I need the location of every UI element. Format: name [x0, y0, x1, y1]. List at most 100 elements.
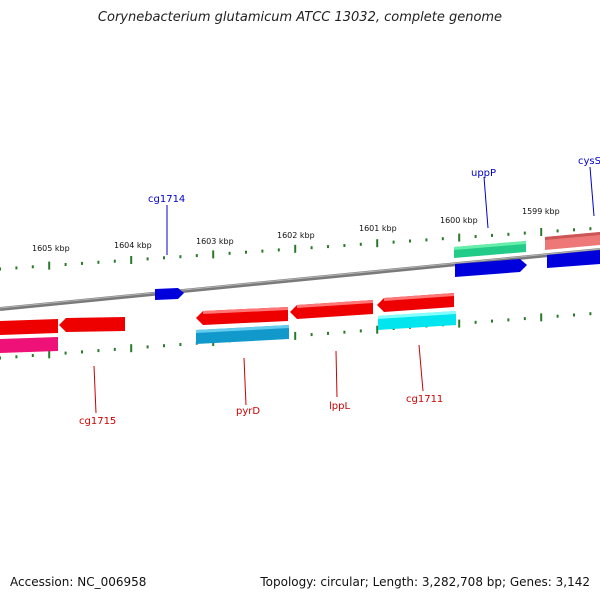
- scale-upper-minor-tick: [146, 257, 149, 261]
- scale-upper-minor-tick: [81, 261, 83, 265]
- scale-upper-minor-tick: [0, 267, 1, 271]
- scale-upper-minor-tick: [15, 266, 18, 270]
- genome-backbone-highlight: [0, 248, 600, 309]
- scale-upper-minor-tick: [359, 242, 362, 246]
- leader-cg1715: [93, 365, 97, 414]
- gene-cg1711-shine: [384, 293, 454, 301]
- gene-cg1714[interactable]: [155, 288, 184, 300]
- scale-lower-minor-tick: [146, 345, 149, 349]
- scale-upper-minor-tick: [343, 244, 346, 247]
- scale-lower-minor-tick: [97, 349, 100, 353]
- scale-upper-minor-tick: [409, 239, 411, 243]
- leader-cg1711: [418, 344, 424, 392]
- scale-upper-minor-tick: [474, 235, 477, 238]
- scale-lower-minor-tick: [310, 333, 313, 337]
- gene-label-uppP: uppP: [471, 168, 496, 179]
- leader-pyrD: [243, 357, 247, 406]
- scale-label-1600: 1600 kbp: [440, 216, 478, 225]
- scale-lower-minor-tick: [327, 331, 329, 335]
- scale-upper-minor-tick: [523, 231, 526, 235]
- gene-pyrD-lower-shine: [196, 325, 289, 333]
- scale-upper-minor-tick: [425, 238, 428, 242]
- scale-upper-minor-tick: [441, 237, 444, 241]
- scale-upper-minor-tick: [179, 255, 182, 259]
- scale-upper-minor-tick: [556, 229, 559, 233]
- scale-label-1602: 1602 kbp: [277, 231, 315, 240]
- scale-lower-minor-tick: [491, 319, 493, 323]
- scale-upper-minor-tick: [507, 232, 510, 236]
- gene-cg1711-lower-shine: [378, 311, 456, 319]
- scale-lower-minor-tick: [343, 330, 346, 334]
- scale-upper-major-tick: [130, 256, 133, 264]
- scale-label-1599: 1599 kbp: [522, 207, 560, 216]
- scale-upper-major-tick: [212, 250, 215, 259]
- gene-cysS-upper-shine: [545, 232, 600, 240]
- gene-label-cg1715: cg1715: [79, 416, 116, 427]
- scale-upper-major-tick: [540, 228, 543, 236]
- leader-uppP: [483, 176, 489, 229]
- gene-label-cg1714: cg1714: [148, 194, 185, 205]
- scale-lower-major-tick: [376, 325, 379, 334]
- scale-upper-minor-tick: [573, 228, 575, 232]
- accession-text: Accession: NC_006958: [10, 575, 147, 589]
- scale-lower-minor-tick: [0, 356, 1, 360]
- scale-lower-minor-tick: [359, 329, 362, 333]
- scale-lower-minor-tick: [507, 318, 510, 322]
- scale-upper-major-tick: [376, 239, 379, 248]
- leader-cysS: [589, 166, 595, 217]
- scale-upper-minor-tick: [327, 245, 329, 249]
- gene-uppP[interactable]: [455, 259, 527, 277]
- scale-upper-minor-tick: [228, 251, 231, 255]
- scale-lower-minor-tick: [589, 312, 592, 316]
- scale-upper-minor-tick: [261, 249, 264, 253]
- scale-lower-minor-tick: [523, 317, 526, 321]
- scale-lower-minor-tick: [163, 344, 165, 348]
- scale-upper-minor-tick: [163, 256, 165, 260]
- gene-label-cysS: cysS: [578, 156, 600, 167]
- scale-lower-minor-tick: [64, 351, 67, 355]
- scale-upper-minor-tick: [310, 246, 313, 250]
- gene-cg1715-a[interactable]: [0, 319, 58, 335]
- scale-upper-minor-tick: [31, 265, 34, 269]
- scale-lower-major-tick: [130, 344, 133, 353]
- gene-cysS[interactable]: [547, 250, 600, 268]
- scale-upper-minor-tick: [64, 263, 67, 266]
- scale-upper-minor-tick: [97, 260, 100, 264]
- scale-lower-minor-tick: [113, 347, 116, 351]
- gene-cg1715-pink[interactable]: [0, 337, 58, 353]
- scale-label-1603: 1603 kbp: [196, 237, 234, 246]
- scale-lower-minor-tick: [15, 355, 18, 359]
- scale-lower-minor-tick: [31, 354, 34, 357]
- topology-summary-text: Topology: circular; Length: 3,282,708 bp…: [260, 575, 590, 589]
- scale-label-1601: 1601 kbp: [359, 224, 397, 233]
- gene-label-pyrD: pyrD: [236, 406, 260, 417]
- gene-label-cg1711: cg1711: [406, 394, 443, 405]
- scale-lower-major-tick: [294, 331, 297, 340]
- scale-upper-minor-tick: [491, 233, 493, 237]
- gene-uppP-upper-shine: [454, 241, 526, 250]
- scale-lower-minor-tick: [179, 343, 182, 346]
- scale-upper-major-tick: [458, 233, 461, 242]
- gene-lppL-shine: [297, 300, 373, 308]
- scale-lower-major-tick: [540, 313, 543, 322]
- scale-track-upper: [0, 227, 592, 271]
- scale-lower-major-tick: [458, 319, 461, 328]
- scale-upper-minor-tick: [589, 227, 592, 231]
- gene-cg1715[interactable]: [59, 317, 125, 332]
- scale-upper-minor-tick: [113, 259, 116, 263]
- gene-pyrD-shine: [203, 307, 288, 314]
- genome-backbone: [0, 248, 600, 311]
- scale-upper-minor-tick: [245, 250, 247, 254]
- scale-upper-minor-tick: [277, 248, 280, 252]
- scale-upper-major-tick: [48, 261, 51, 270]
- scale-lower-minor-tick: [81, 350, 83, 354]
- scale-lower-minor-tick: [474, 320, 477, 324]
- gene-label-lppL: lppL: [329, 401, 350, 412]
- map-title: Corynebacterium glutamicum ATCC 13032, c…: [97, 10, 503, 25]
- leader-lppL: [335, 350, 338, 398]
- scale-label-1605: 1605 kbp: [32, 244, 70, 253]
- scale-lower-minor-tick: [573, 313, 575, 317]
- scale-upper-major-tick: [294, 244, 297, 253]
- scale-lower-minor-tick: [556, 314, 559, 318]
